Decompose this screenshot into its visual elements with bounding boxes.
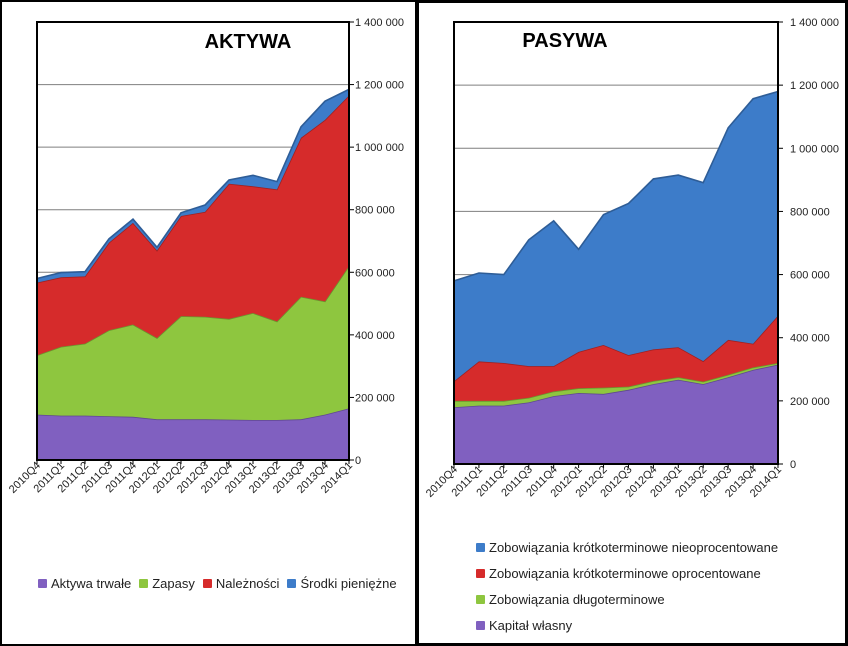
aktywa-legend-label: Należności	[215, 576, 280, 591]
aktywa-area-naleznosci	[37, 95, 349, 356]
pasywa-legend-swatch	[476, 569, 485, 578]
pasywa-legend-label: Zobowiązania krótkoterminowe nieoprocent…	[489, 540, 779, 555]
pasywa-chart-title: PASYWA	[522, 30, 607, 52]
pasywa-y-tick-label: 1 400 000	[790, 17, 839, 29]
aktywa-legend-item-naleznosci: Należności	[202, 576, 280, 591]
aktywa-chart-title: AKTYWA	[205, 31, 292, 53]
aktywa-series-line-srodki-pieniezne	[36, 88, 350, 280]
aktywa-y-tick-label: 800 000	[355, 205, 395, 217]
pasywa-legend-label: Zobowiązania długoterminowe	[489, 592, 665, 607]
pasywa-y-tick-label: 0	[790, 459, 796, 471]
pasywa-y-tick-label: 200 000	[790, 396, 830, 408]
pasywa-area-kapital-wlasny	[454, 364, 778, 464]
aktywa-y-tick-label: 0	[355, 455, 361, 467]
aktywa-legend-swatch	[287, 579, 297, 588]
aktywa-legend-label: Środki pieniężne	[300, 576, 397, 591]
pasywa-legend-item-kapital-wlasny: Kapitał własny	[476, 618, 778, 633]
pasywa-legend-item-zobowiazania-dlugoterminowe: Zobowiązania długoterminowe	[476, 592, 778, 607]
pasywa-legend-item-zobowiazania-krotkoterminowe-nieoprocentowane: Zobowiązania krótkoterminowe nieoprocent…	[476, 540, 778, 555]
aktywa-legend-label: Zapasy	[152, 576, 195, 591]
aktywa-legend-swatch	[38, 579, 47, 588]
aktywa-y-tick-label: 1 400 000	[355, 17, 404, 29]
aktywa-legend-item-srodki-pieniezne: Środki pieniężne	[287, 576, 397, 591]
aktywa-legend-swatch	[139, 579, 149, 588]
pasywa-series-line-zobowiazania-krotkoterminowe-nieoprocentowane	[453, 90, 779, 282]
aktywa-legend-label: Aktywa trwałe	[51, 576, 132, 591]
pasywa-legend-swatch	[476, 621, 485, 630]
pasywa-y-tick-label: 400 000	[790, 333, 830, 345]
aktywa-legend-swatch	[202, 579, 212, 588]
aktywa-y-tick-label: 200 000	[355, 392, 395, 404]
pasywa-legend-label: Zobowiązania krótkoterminowe oprocentowa…	[489, 566, 761, 581]
aktywa-legend-item-aktywa-trwale: Aktywa trwałe	[38, 576, 131, 591]
aktywa-area-zapasy	[37, 266, 349, 420]
pasywa-y-tick-label: 600 000	[790, 270, 830, 282]
aktywa-y-tick-label: 1 200 000	[355, 80, 404, 92]
pasywa-y-tick-label: 800 000	[790, 206, 830, 218]
pasywa-y-tick-label: 1 200 000	[790, 80, 839, 92]
pasywa-plot-border	[453, 21, 779, 465]
aktywa-y-tick-label: 600 000	[355, 267, 395, 279]
aktywa-area-aktywa-trwale	[37, 408, 349, 460]
aktywa-y-tick-label: 400 000	[355, 330, 395, 342]
pasywa-legend-item-zobowiazania-krotkoterminowe-oprocentowane: Zobowiązania krótkoterminowe oprocentowa…	[476, 566, 778, 581]
pasywa-legend-label: Kapitał własny	[489, 618, 573, 633]
aktywa-y-tick-label: 1 000 000	[355, 142, 404, 154]
pasywa-area-zobowiazania-krotkoterminowe-nieoprocentowane	[454, 91, 778, 382]
pasywa-legend-swatch	[476, 543, 485, 552]
aktywa-plot-border	[36, 21, 350, 461]
pasywa-legend-swatch	[476, 595, 485, 604]
pasywa-area-zobowiazania-krotkoterminowe-oprocentowane	[454, 315, 778, 401]
pasywa-legend: Zobowiązania krótkoterminowe nieoprocent…	[476, 540, 778, 633]
pasywa-chart: 0 200 000 400 000 600 000 800 000 1 000 000 1 …	[424, 17, 839, 500]
aktywa-legend: Aktywa trwałe Zapasy Należności Środki pien…	[38, 576, 397, 591]
aktywa-chart: 0 200 000 400 000 600 000 800 000 1 000 000 1 …	[7, 17, 404, 496]
aktywa-legend-item-zapasy: Zapasy	[139, 576, 195, 591]
pasywa-y-tick-label: 1 000 000	[790, 143, 839, 155]
